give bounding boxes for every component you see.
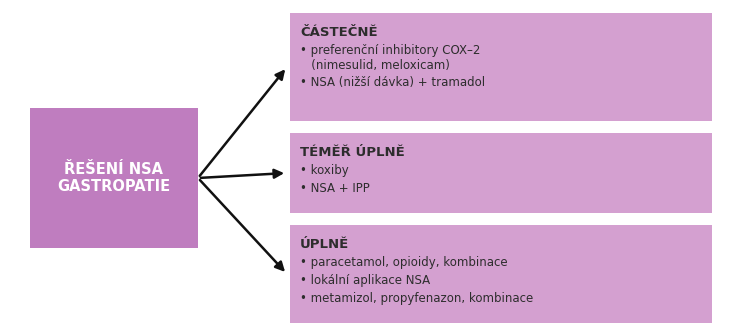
Text: ČÁSTEČNĚ: ČÁSTEČNĚ <box>300 26 378 39</box>
Text: • lokální aplikace NSA: • lokální aplikace NSA <box>300 274 430 287</box>
Text: • paracetamol, opioidy, kombinace: • paracetamol, opioidy, kombinace <box>300 256 507 269</box>
Text: ÚPLNĚ: ÚPLNĚ <box>300 238 349 251</box>
FancyBboxPatch shape <box>290 133 712 213</box>
FancyBboxPatch shape <box>30 108 198 248</box>
Text: TÉMĚŘ ÚPLNĚ: TÉMĚŘ ÚPLNĚ <box>300 146 405 159</box>
Text: ŘEŠENÍ NSA
GASTROPATIE: ŘEŠENÍ NSA GASTROPATIE <box>58 162 171 194</box>
Text: • metamizol, propyfenazon, kombinace: • metamizol, propyfenazon, kombinace <box>300 292 533 305</box>
FancyBboxPatch shape <box>290 13 712 121</box>
FancyBboxPatch shape <box>290 225 712 323</box>
Text: • koxiby: • koxiby <box>300 164 348 177</box>
Text: • NSA (nižší dávka) + tramadol: • NSA (nižší dávka) + tramadol <box>300 76 485 89</box>
Text: • preferenční inhibitory COX–2
   (nimesulid, meloxicam): • preferenční inhibitory COX–2 (nimesuli… <box>300 44 480 72</box>
Text: • NSA + IPP: • NSA + IPP <box>300 182 370 195</box>
